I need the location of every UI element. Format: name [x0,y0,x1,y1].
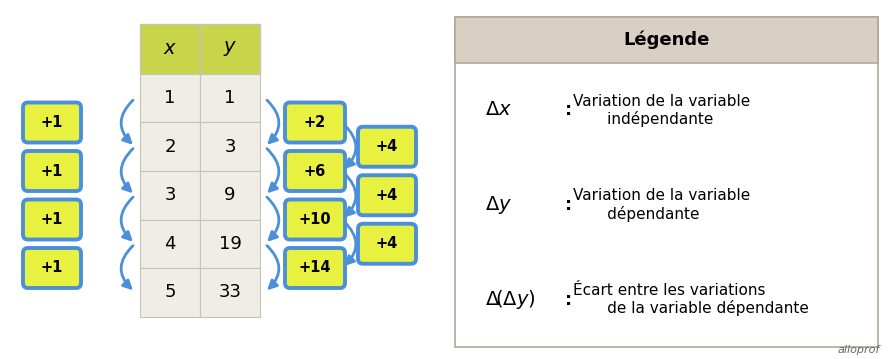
Text: +10: +10 [299,212,332,227]
FancyBboxPatch shape [200,268,260,317]
FancyBboxPatch shape [455,17,878,63]
Text: +1: +1 [41,163,63,178]
Text: +4: +4 [376,188,398,203]
Text: :: : [565,101,573,119]
FancyBboxPatch shape [285,151,345,191]
Text: $\Delta x$: $\Delta x$ [485,101,512,119]
Text: :: : [565,196,573,214]
Text: Légende: Légende [623,31,709,49]
Text: :: : [565,291,573,309]
Text: Écart entre les variations
       de la variable dépendante: Écart entre les variations de la variabl… [573,283,809,317]
Text: $y$: $y$ [223,39,237,59]
Text: +1: +1 [41,261,63,275]
Text: Variation de la variable
       indépendante: Variation de la variable indépendante [573,94,750,127]
Text: +4: +4 [376,236,398,251]
Text: +1: +1 [41,212,63,227]
Text: $\Delta\!(\Delta y)$: $\Delta\!(\Delta y)$ [485,288,536,311]
FancyBboxPatch shape [285,103,345,143]
FancyBboxPatch shape [23,151,81,191]
FancyBboxPatch shape [358,224,416,264]
Text: 33: 33 [219,283,242,301]
Text: $x$: $x$ [163,39,177,59]
Text: 1: 1 [164,89,176,107]
FancyBboxPatch shape [200,171,260,219]
FancyBboxPatch shape [200,122,260,171]
FancyBboxPatch shape [140,122,200,171]
Text: alloprof: alloprof [837,345,880,355]
Text: 1: 1 [224,89,236,107]
Text: 4: 4 [164,235,176,253]
FancyBboxPatch shape [285,200,345,239]
Text: Variation de la variable
       dépendante: Variation de la variable dépendante [573,188,750,222]
Text: +2: +2 [304,115,326,130]
FancyBboxPatch shape [200,219,260,268]
Text: 19: 19 [219,235,242,253]
FancyBboxPatch shape [200,24,260,74]
FancyBboxPatch shape [140,24,200,74]
FancyBboxPatch shape [140,171,200,219]
FancyBboxPatch shape [358,175,416,215]
FancyBboxPatch shape [455,17,878,347]
Text: 2: 2 [164,138,176,156]
FancyBboxPatch shape [23,248,81,288]
FancyBboxPatch shape [23,103,81,143]
Text: +1: +1 [41,115,63,130]
FancyBboxPatch shape [285,248,345,288]
Text: +4: +4 [376,139,398,154]
FancyBboxPatch shape [23,200,81,239]
Text: +14: +14 [299,261,332,275]
FancyBboxPatch shape [358,127,416,167]
Text: 3: 3 [164,186,176,204]
Text: $\Delta y$: $\Delta y$ [485,194,512,216]
Text: +6: +6 [304,163,326,178]
Text: 5: 5 [164,283,176,301]
Text: 3: 3 [224,138,236,156]
FancyBboxPatch shape [140,268,200,317]
FancyBboxPatch shape [140,74,200,122]
FancyBboxPatch shape [200,74,260,122]
Text: 9: 9 [224,186,236,204]
FancyBboxPatch shape [140,219,200,268]
